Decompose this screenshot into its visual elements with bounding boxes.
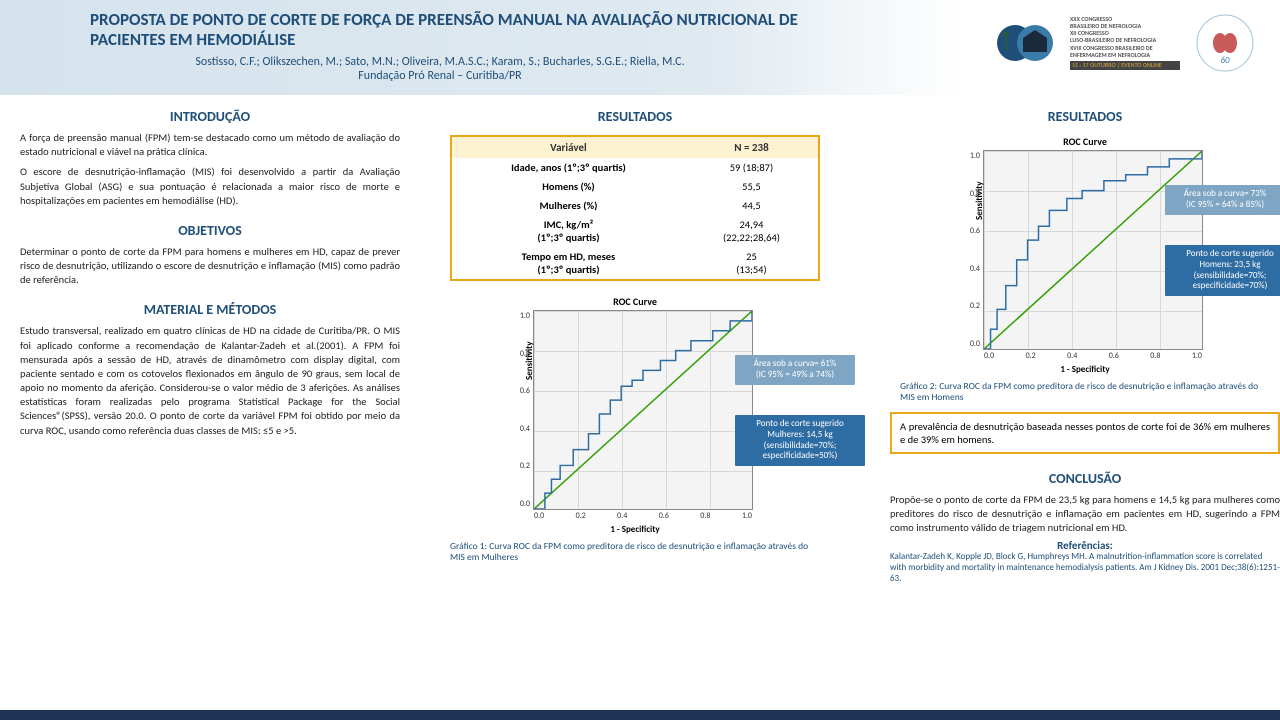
table-row: Tempo em HD, meses (1º;3º quartis)25 (13… — [452, 247, 818, 279]
footer-bar — [0, 710, 1280, 720]
conclusion-p: Propõe-se o ponto de corte da FPM de 23,… — [890, 493, 1280, 536]
roc2-cutoff-box: Ponto de corte sugerido Homens: 23,5 kg … — [1165, 245, 1280, 296]
congress-line: ENFERMAGEM EM NEFROLOGIA — [1070, 52, 1180, 59]
references-text: Kalantar-Zadeh K, Kopple JD, Block G, Hu… — [890, 552, 1280, 584]
roc1-cutoff-box: Ponto de corte sugerido Mulheres: 14,5 k… — [735, 415, 865, 466]
sbn-logo-icon: 60 — [1190, 8, 1260, 78]
column-middle: RESULTADOS Variável N = 238 Idade, anos … — [420, 100, 850, 710]
congress-text-logo: XXX CONGRESSO BRASILEIRO DE NEFROLOGIA X… — [1070, 16, 1180, 70]
congress-date: 15 - 17 OUTUBRO | EVENTO ONLINE — [1070, 61, 1180, 70]
roc1-caption: Gráfico 1: Curva ROC da FPM como predito… — [450, 541, 820, 564]
roc2-ylabel: Sensitivity — [974, 181, 985, 220]
roc2-title: ROC Curve — [955, 135, 1215, 148]
roc2-auc-box: Área sob a curva= 73% (IC 95% = 64% a 85… — [1165, 185, 1280, 215]
results-table: Variável N = 238 Idade, anos (1º;3º quar… — [450, 135, 820, 281]
results-heading-2: RESULTADOS — [870, 108, 1280, 125]
authors: Sostisso, C.F.; Olikszechen, M.; Sato, M… — [90, 55, 790, 69]
roc1-title: ROC Curve — [505, 295, 765, 308]
prevalence-box: A prevalência de desnutrição baseada nes… — [890, 412, 1280, 454]
table-row: Homens (%)55,5 — [452, 177, 818, 196]
body: INTRODUÇÃO A força de preensão manual (F… — [0, 100, 1280, 710]
conclusion-heading: CONCLUSÃO — [870, 470, 1280, 487]
objectives-p: Determinar o ponto de corte da FPM para … — [20, 245, 400, 288]
table-row: Idade, anos (1º;3º quartis)59 (18;87) — [452, 158, 818, 177]
roc1-xlabel: 1 - Specificity — [505, 524, 765, 535]
intro-p1: A força de preensão manual (FPM) tem-se … — [20, 131, 400, 159]
intro-heading: INTRODUÇÃO — [20, 108, 400, 125]
roc2-caption: Gráfico 2: Curva ROC da FPM como predito… — [900, 381, 1270, 404]
poster-title: PROPOSTA DE PONTO DE CORTE DE FORÇA DE P… — [90, 10, 870, 51]
logo-area: XXX CONGRESSO BRASILEIRO DE NEFROLOGIA X… — [990, 8, 1260, 78]
roc-chart-1: ROC Curve 0.00.20.40.60.81.0 0.00.20.40.… — [505, 295, 765, 535]
column-left: INTRODUÇÃO A força de preensão manual (F… — [20, 100, 400, 710]
intro-p2: O escore de desnutrição-inflamação (MIS)… — [20, 165, 400, 208]
table-row: IMC, kg/m² (1º;3º quartis)24,94 (22,22;2… — [452, 215, 818, 247]
institution: Fundação Pró Renal – Curitiba/PR — [90, 69, 790, 83]
table-header-var: Variável — [452, 137, 685, 158]
roc1-auc-box: Área sob a curva= 61% (IC 95% = 49% a 74… — [735, 355, 855, 385]
table-row: Mulheres (%)44,5 — [452, 196, 818, 215]
table-header-n: N = 238 — [685, 137, 818, 158]
svg-text:60: 60 — [1220, 55, 1230, 66]
roc2-xlabel: 1 - Specificity — [955, 364, 1215, 375]
objectives-heading: OBJETIVOS — [20, 222, 400, 239]
results-heading-1: RESULTADOS — [420, 108, 850, 125]
roc1-ylabel: Sensitivity — [524, 341, 535, 380]
column-right: RESULTADOS ROC Curve 0.00.20.40.60.81.0 … — [870, 100, 1280, 710]
congress-logo-icon — [990, 8, 1060, 78]
methods-heading: MATERIAL E MÉTODOS — [20, 301, 400, 318]
methods-p: Estudo transversal, realizado em quatro … — [20, 324, 400, 437]
roc-chart-2: ROC Curve 0.00.20.40.60.81.0 0.00.20.40.… — [955, 135, 1215, 375]
